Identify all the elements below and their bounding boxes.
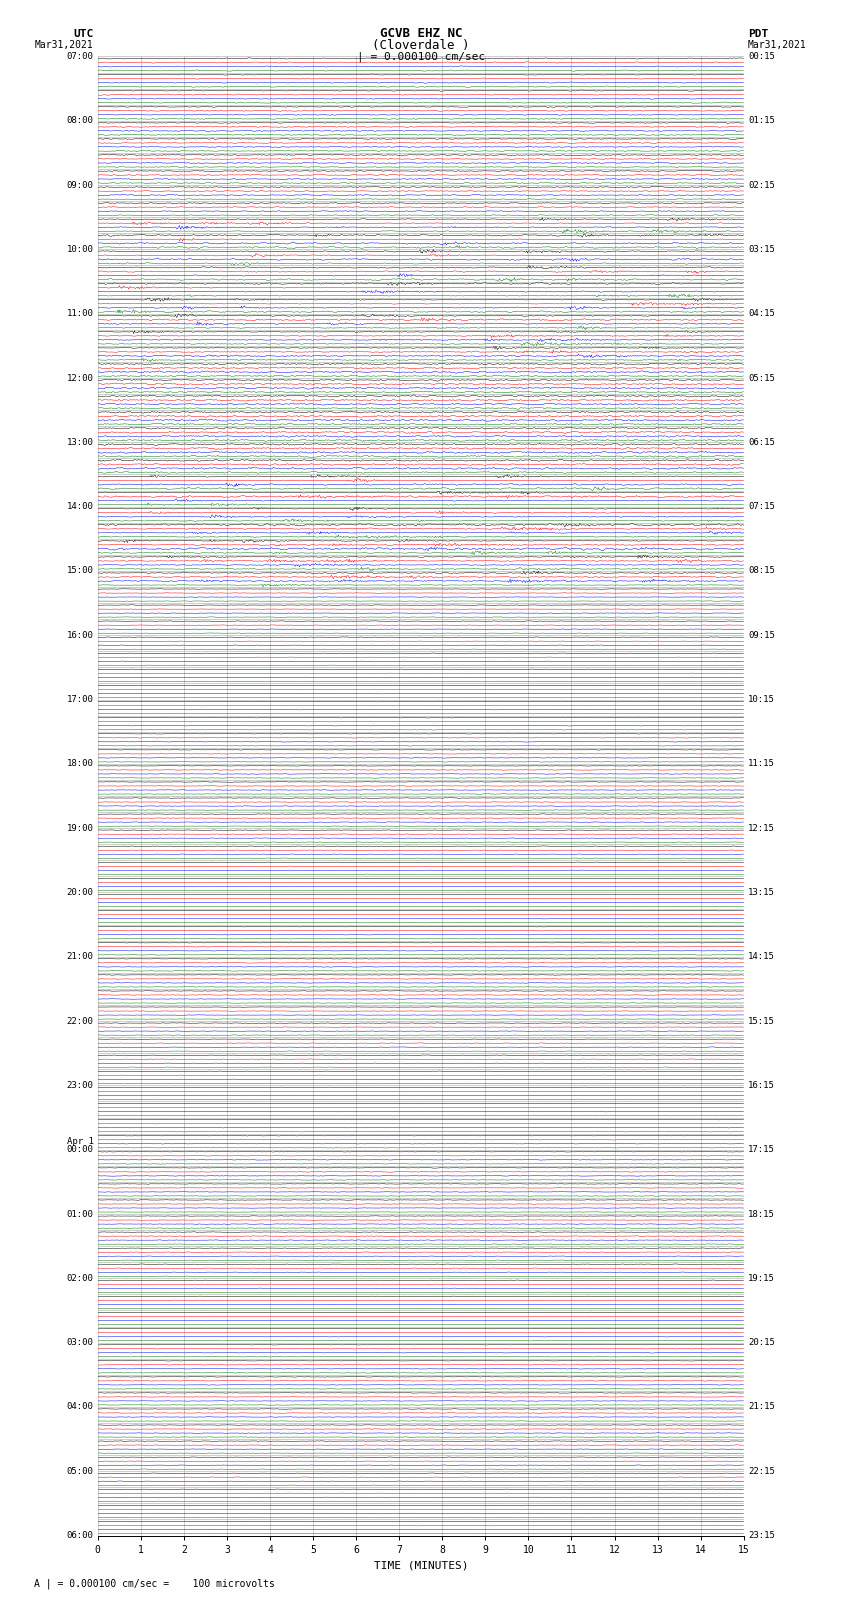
Text: 08:15: 08:15 xyxy=(748,566,775,576)
Text: 11:15: 11:15 xyxy=(748,760,775,768)
Text: 18:15: 18:15 xyxy=(748,1210,775,1218)
Text: 08:00: 08:00 xyxy=(66,116,94,126)
Text: 10:15: 10:15 xyxy=(748,695,775,703)
Text: 09:15: 09:15 xyxy=(748,631,775,640)
Text: 10:00: 10:00 xyxy=(66,245,94,253)
Text: 19:00: 19:00 xyxy=(66,824,94,832)
X-axis label: TIME (MINUTES): TIME (MINUTES) xyxy=(373,1560,468,1569)
Text: 13:00: 13:00 xyxy=(66,437,94,447)
Text: 07:15: 07:15 xyxy=(748,502,775,511)
Text: 01:15: 01:15 xyxy=(748,116,775,126)
Text: 20:15: 20:15 xyxy=(748,1339,775,1347)
Text: 17:15: 17:15 xyxy=(748,1145,775,1155)
Text: Mar31,2021: Mar31,2021 xyxy=(748,40,807,50)
Text: 20:00: 20:00 xyxy=(66,889,94,897)
Text: 21:15: 21:15 xyxy=(748,1402,775,1411)
Text: 13:15: 13:15 xyxy=(748,889,775,897)
Text: 14:15: 14:15 xyxy=(748,952,775,961)
Text: | = 0.000100 cm/sec: | = 0.000100 cm/sec xyxy=(357,52,484,61)
Text: 00:15: 00:15 xyxy=(748,52,775,61)
Text: PDT: PDT xyxy=(748,29,768,39)
Text: 23:15: 23:15 xyxy=(748,1531,775,1540)
Text: 17:00: 17:00 xyxy=(66,695,94,703)
Text: Apr 1: Apr 1 xyxy=(66,1137,94,1147)
Text: 23:00: 23:00 xyxy=(66,1081,94,1090)
Text: 15:15: 15:15 xyxy=(748,1016,775,1026)
Text: 02:15: 02:15 xyxy=(748,181,775,190)
Text: 11:00: 11:00 xyxy=(66,310,94,318)
Text: 01:00: 01:00 xyxy=(66,1210,94,1218)
Text: 02:00: 02:00 xyxy=(66,1274,94,1282)
Text: 16:15: 16:15 xyxy=(748,1081,775,1090)
Text: 14:00: 14:00 xyxy=(66,502,94,511)
Text: 06:15: 06:15 xyxy=(748,437,775,447)
Text: 15:00: 15:00 xyxy=(66,566,94,576)
Text: 22:15: 22:15 xyxy=(748,1466,775,1476)
Text: 18:00: 18:00 xyxy=(66,760,94,768)
Text: 04:15: 04:15 xyxy=(748,310,775,318)
Text: 22:00: 22:00 xyxy=(66,1016,94,1026)
Text: 19:15: 19:15 xyxy=(748,1274,775,1282)
Text: A | = 0.000100 cm/sec =    100 microvolts: A | = 0.000100 cm/sec = 100 microvolts xyxy=(34,1579,275,1589)
Text: (Cloverdale ): (Cloverdale ) xyxy=(372,39,469,52)
Text: GCVB EHZ NC: GCVB EHZ NC xyxy=(379,27,462,40)
Text: 06:00: 06:00 xyxy=(66,1531,94,1540)
Text: 05:15: 05:15 xyxy=(748,374,775,382)
Text: 09:00: 09:00 xyxy=(66,181,94,190)
Text: 05:00: 05:00 xyxy=(66,1466,94,1476)
Text: 04:00: 04:00 xyxy=(66,1402,94,1411)
Text: 03:00: 03:00 xyxy=(66,1339,94,1347)
Text: 12:00: 12:00 xyxy=(66,374,94,382)
Text: 21:00: 21:00 xyxy=(66,952,94,961)
Text: UTC: UTC xyxy=(73,29,94,39)
Text: 07:00: 07:00 xyxy=(66,52,94,61)
Text: 12:15: 12:15 xyxy=(748,824,775,832)
Text: 16:00: 16:00 xyxy=(66,631,94,640)
Text: 00:00: 00:00 xyxy=(66,1145,94,1155)
Text: Mar31,2021: Mar31,2021 xyxy=(35,40,94,50)
Text: 03:15: 03:15 xyxy=(748,245,775,253)
